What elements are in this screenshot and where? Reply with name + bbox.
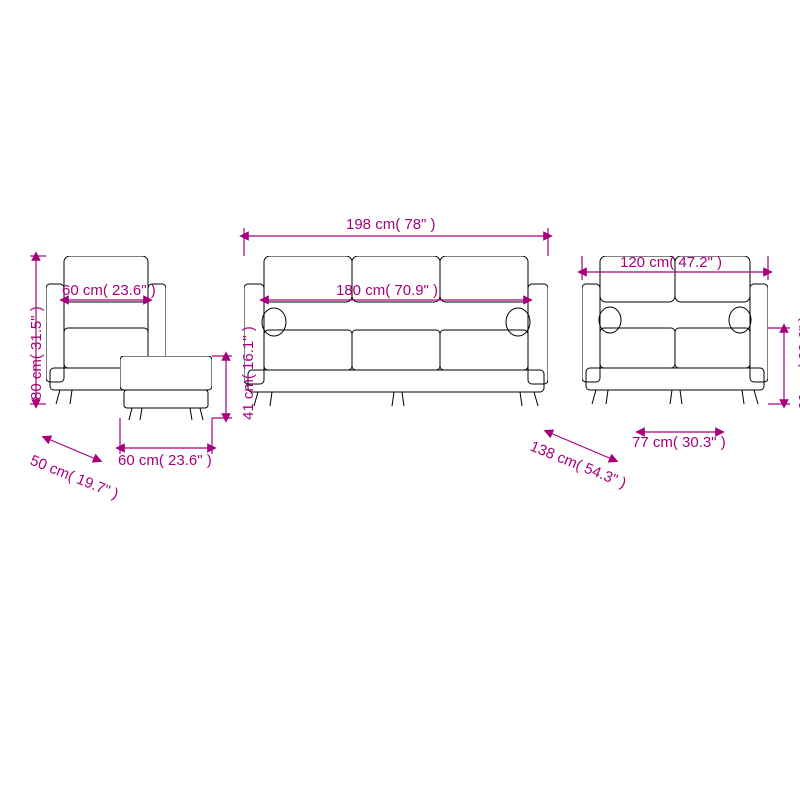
dimension-lines [0,0,800,800]
label-ottoman-height: 41 cm( 16.1" ) [240,326,257,420]
label-loveseat-seat-h: 60 cm( 23.6" ) [796,316,800,410]
label-ottoman-width: 60 cm( 23.6" ) [118,452,212,469]
label-armchair-seat: 60 cm( 23.6" ) [62,282,156,299]
label-armchair-height: 80 cm( 31.5" ) [28,306,45,400]
label-loveseat-outer: 120 cm( 47.2" ) [620,254,722,271]
label-loveseat-depth: 77 cm( 30.3" ) [632,434,726,451]
diagram-stage: 198 cm( 78" ) 180 cm( 70.9" ) 120 cm( 47… [0,0,800,800]
label-sofa-inner: 180 cm( 70.9" ) [336,282,438,299]
label-sofa-outer: 198 cm( 78" ) [346,216,436,233]
